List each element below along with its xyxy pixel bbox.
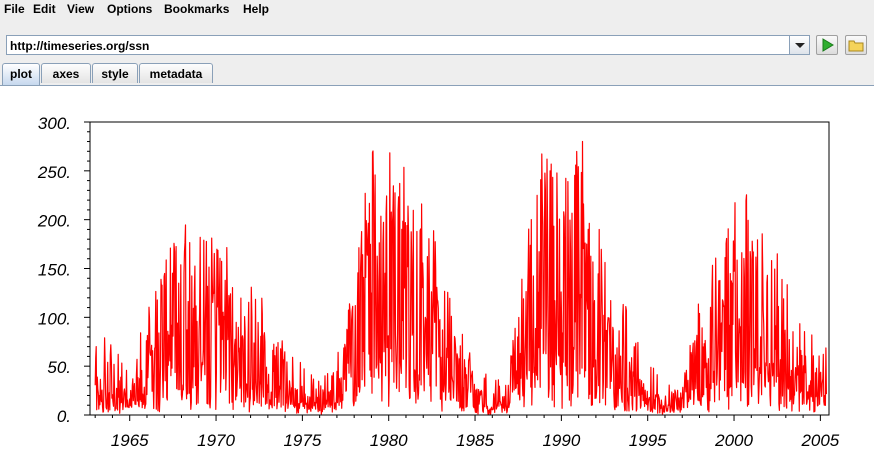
x-tick-label: 2005	[800, 431, 839, 450]
open-button[interactable]	[845, 35, 867, 55]
y-tick-label: 0.	[57, 407, 71, 426]
menu-bar: File Edit View Options Bookmarks Help	[0, 0, 874, 18]
play-icon	[822, 38, 834, 52]
x-tick-label: 1970	[197, 431, 235, 450]
tab-style[interactable]: style	[92, 63, 138, 83]
tab-strip: plot axes style metadata	[0, 63, 874, 86]
y-tick-label: 100.	[38, 309, 71, 328]
menu-options[interactable]: Options	[107, 2, 153, 16]
x-tick-label: 1975	[283, 431, 321, 450]
run-button[interactable]	[816, 35, 838, 55]
y-tick-label: 150.	[38, 261, 71, 280]
folder-icon	[848, 40, 864, 52]
plot-area: 0. 50. 100. 150. 200. 250. 300. 1965 1970 1975 198…	[0, 86, 874, 460]
x-tick-label: 2000	[714, 431, 753, 450]
menu-file[interactable]: File	[4, 2, 25, 16]
tab-axes[interactable]: axes	[41, 63, 91, 83]
menu-view[interactable]: View	[67, 2, 95, 16]
url-input[interactable]: http://timeseries.org/ssn	[6, 35, 810, 55]
x-tick-label: 1990	[542, 431, 580, 450]
tab-plot[interactable]: plot	[2, 63, 40, 85]
x-tick-label: 1965	[111, 431, 149, 450]
url-dropdown-button[interactable]	[789, 36, 809, 54]
x-tick-label: 1985	[456, 431, 494, 450]
series-ssn-line	[94, 140, 827, 415]
url-text[interactable]: http://timeseries.org/ssn	[10, 39, 150, 53]
menu-edit[interactable]: Edit	[33, 2, 56, 16]
y-tick-label: 200.	[37, 212, 71, 231]
menu-help[interactable]: Help	[243, 2, 270, 16]
tab-metadata[interactable]: metadata	[139, 63, 213, 83]
y-tick-label: 50.	[47, 358, 71, 377]
y-tick-label: 300.	[38, 114, 71, 133]
sunspot-chart[interactable]: 0. 50. 100. 150. 200. 250. 300. 1965 1970 1975 198…	[0, 86, 874, 457]
x-tick-label: 1980	[370, 431, 408, 450]
x-tick-label: 1995	[629, 431, 667, 450]
y-tick-label: 250.	[37, 163, 71, 182]
chevron-down-icon	[795, 43, 805, 48]
menu-bookmarks[interactable]: Bookmarks	[164, 2, 230, 16]
